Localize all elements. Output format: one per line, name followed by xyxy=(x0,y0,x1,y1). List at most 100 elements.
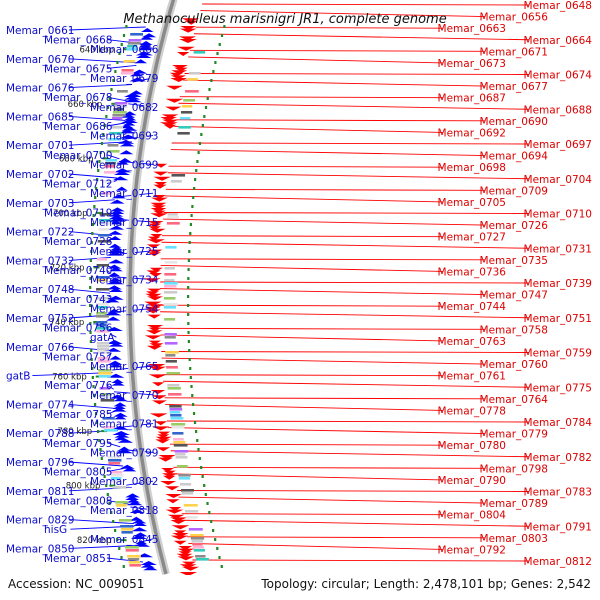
feature-block-right xyxy=(188,528,203,531)
reverse-gene xyxy=(177,556,195,561)
feature-block-left xyxy=(96,330,109,333)
feature-block-left xyxy=(96,315,110,318)
scale-dot-right xyxy=(194,178,197,181)
reverse-gene xyxy=(148,327,162,332)
reverse-gene xyxy=(170,517,187,522)
scale-dot-left xyxy=(116,61,119,64)
connector-left xyxy=(68,84,133,89)
connector-right xyxy=(183,519,530,527)
gene-label-right: Memar_0760 xyxy=(480,359,548,371)
scale-dot-right xyxy=(187,277,190,280)
feature-block-right xyxy=(195,558,209,561)
reverse-gene xyxy=(147,239,165,244)
feature-block-left xyxy=(123,60,136,63)
gene-label-right: Memar_0709 xyxy=(480,185,548,197)
feature-block-left xyxy=(102,417,115,420)
forward-gene xyxy=(106,280,124,285)
connector-right xyxy=(170,149,486,157)
feature-block-left xyxy=(96,321,108,324)
feature-block-left xyxy=(96,327,110,330)
feature-block-left xyxy=(99,387,111,390)
connector-left xyxy=(106,384,114,390)
kbp-tick-label: 800 kbp xyxy=(66,482,101,492)
gene-label-left: Memar_0805 xyxy=(44,467,112,479)
gene-label-left: gatA xyxy=(90,332,115,344)
scale-dot-right xyxy=(220,34,224,37)
connector-right xyxy=(177,490,530,492)
scale-dot-right xyxy=(212,70,215,73)
gene-label-left: Memar_0740 xyxy=(44,265,112,277)
connector-left xyxy=(68,288,111,294)
scale-dot-right xyxy=(198,457,201,460)
gene-label-right: Memar_0664 xyxy=(524,35,593,47)
scale-dot-right xyxy=(188,250,191,253)
connector-right xyxy=(169,443,444,446)
scale-dot-left xyxy=(110,511,113,514)
scale-dot-right xyxy=(206,97,209,100)
forward-gene xyxy=(111,379,124,383)
feature-block-right xyxy=(165,360,177,363)
forward-gene xyxy=(124,98,142,103)
forward-gene xyxy=(111,194,127,199)
connector-right xyxy=(174,473,444,481)
forward-gene xyxy=(106,251,125,256)
connector-left xyxy=(68,199,115,204)
connector-right xyxy=(178,102,530,110)
feature-block-left xyxy=(106,150,120,153)
footer-background xyxy=(0,575,600,600)
scale-dot-right xyxy=(187,313,190,316)
gene-label-right: Memar_0759 xyxy=(524,348,592,360)
scale-dot-right xyxy=(200,466,203,469)
forward-gene xyxy=(132,522,147,526)
forward-gene xyxy=(118,129,136,134)
gene-label-left: Memar_0666 xyxy=(90,44,159,56)
kbp-tick-label: 760 kbp xyxy=(52,373,87,383)
connector-left xyxy=(110,333,117,338)
scale-dot-left xyxy=(89,268,92,271)
forward-gene xyxy=(106,316,121,321)
gene-label-right: Memar_0747 xyxy=(480,290,548,302)
gene-label-right: Memar_0780 xyxy=(438,440,506,452)
gene-label-right: Memar_0694 xyxy=(480,151,549,163)
scale-dot-right xyxy=(187,304,190,307)
gene-label-right: Memar_0791 xyxy=(524,521,592,533)
feature-block-right xyxy=(165,246,177,249)
gene-label-left: Memar_0734 xyxy=(90,275,159,287)
scale-dot-left xyxy=(102,466,105,469)
gene-label-left: Memar_0754 xyxy=(90,303,159,315)
reverse-gene xyxy=(146,325,164,329)
feature-block-right xyxy=(193,549,205,552)
scale-dot-left xyxy=(97,430,100,433)
feature-block-left xyxy=(107,144,119,147)
reverse-gene xyxy=(148,226,161,231)
feature-block-left xyxy=(115,504,127,507)
feature-block-left xyxy=(96,312,107,315)
connector-right xyxy=(167,427,486,435)
forward-gene xyxy=(109,267,123,272)
kbp-tick-mark xyxy=(102,157,109,160)
connector-left xyxy=(68,519,134,525)
scale-dot-right xyxy=(201,475,204,478)
reverse-gene xyxy=(148,364,166,368)
scale-dot-left xyxy=(103,475,106,478)
forward-gene xyxy=(119,150,134,155)
reverse-gene xyxy=(169,72,184,77)
feature-block-right xyxy=(176,465,188,468)
feature-block-right xyxy=(179,117,191,120)
scale-dot-right xyxy=(188,349,191,352)
feature-block-left xyxy=(96,297,110,300)
forward-gene xyxy=(131,69,148,74)
reverse-gene xyxy=(168,507,182,511)
forward-gene xyxy=(108,220,123,225)
gene-label-right: Memar_0804 xyxy=(438,510,507,522)
scale-dot-left xyxy=(90,250,93,253)
scale-dot-left xyxy=(114,70,117,73)
scale-dot-left xyxy=(96,178,99,181)
feature-block-right xyxy=(164,273,177,276)
reverse-gene xyxy=(148,340,161,345)
gene-label-right: Memar_0704 xyxy=(524,174,593,186)
gene-label-left: Memar_0701 xyxy=(6,140,74,152)
feature-block-left xyxy=(97,360,111,363)
connector-right xyxy=(160,264,444,272)
forward-gene xyxy=(111,425,129,430)
